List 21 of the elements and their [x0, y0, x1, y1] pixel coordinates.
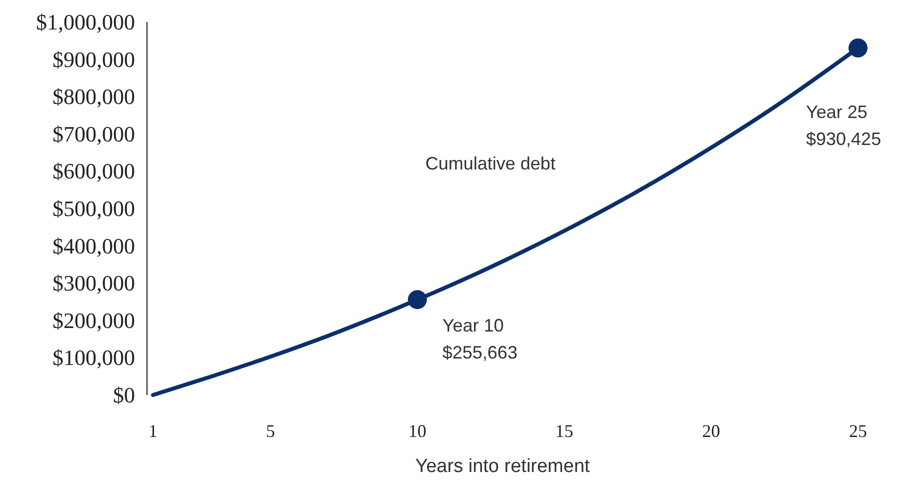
y-tick-label: $1,000,000	[36, 10, 135, 34]
y-tick-label: $600,000	[52, 158, 135, 184]
x-tick-label: 1	[148, 421, 158, 441]
x-axis-title: Years into retirement	[415, 456, 591, 477]
y-tick-label: $100,000	[52, 345, 135, 370]
y-tick-label: $800,000	[52, 84, 135, 110]
x-tick-label: 25	[849, 421, 867, 441]
y-tick-label: $400,000	[52, 233, 135, 258]
text: Cumulative debt	[425, 154, 556, 174]
x-tick-label: 15	[555, 421, 574, 441]
y-tick-label: $200,000	[52, 308, 135, 333]
annotation: Year 25 $930,425	[806, 102, 882, 149]
x-tick-label: 5	[266, 421, 275, 441]
y-tick-label: $500,000	[52, 196, 135, 221]
annotation: Year 10 $255,663	[442, 316, 518, 363]
x-tick-label: 10	[408, 421, 426, 441]
y-tick-label: $900,000	[52, 46, 135, 72]
y-tick-label: $300,000	[52, 270, 135, 296]
x-tick-label: 20	[702, 421, 720, 441]
y-tick-label: $0	[113, 382, 135, 408]
y-tick-label: $700,000	[52, 121, 135, 146]
